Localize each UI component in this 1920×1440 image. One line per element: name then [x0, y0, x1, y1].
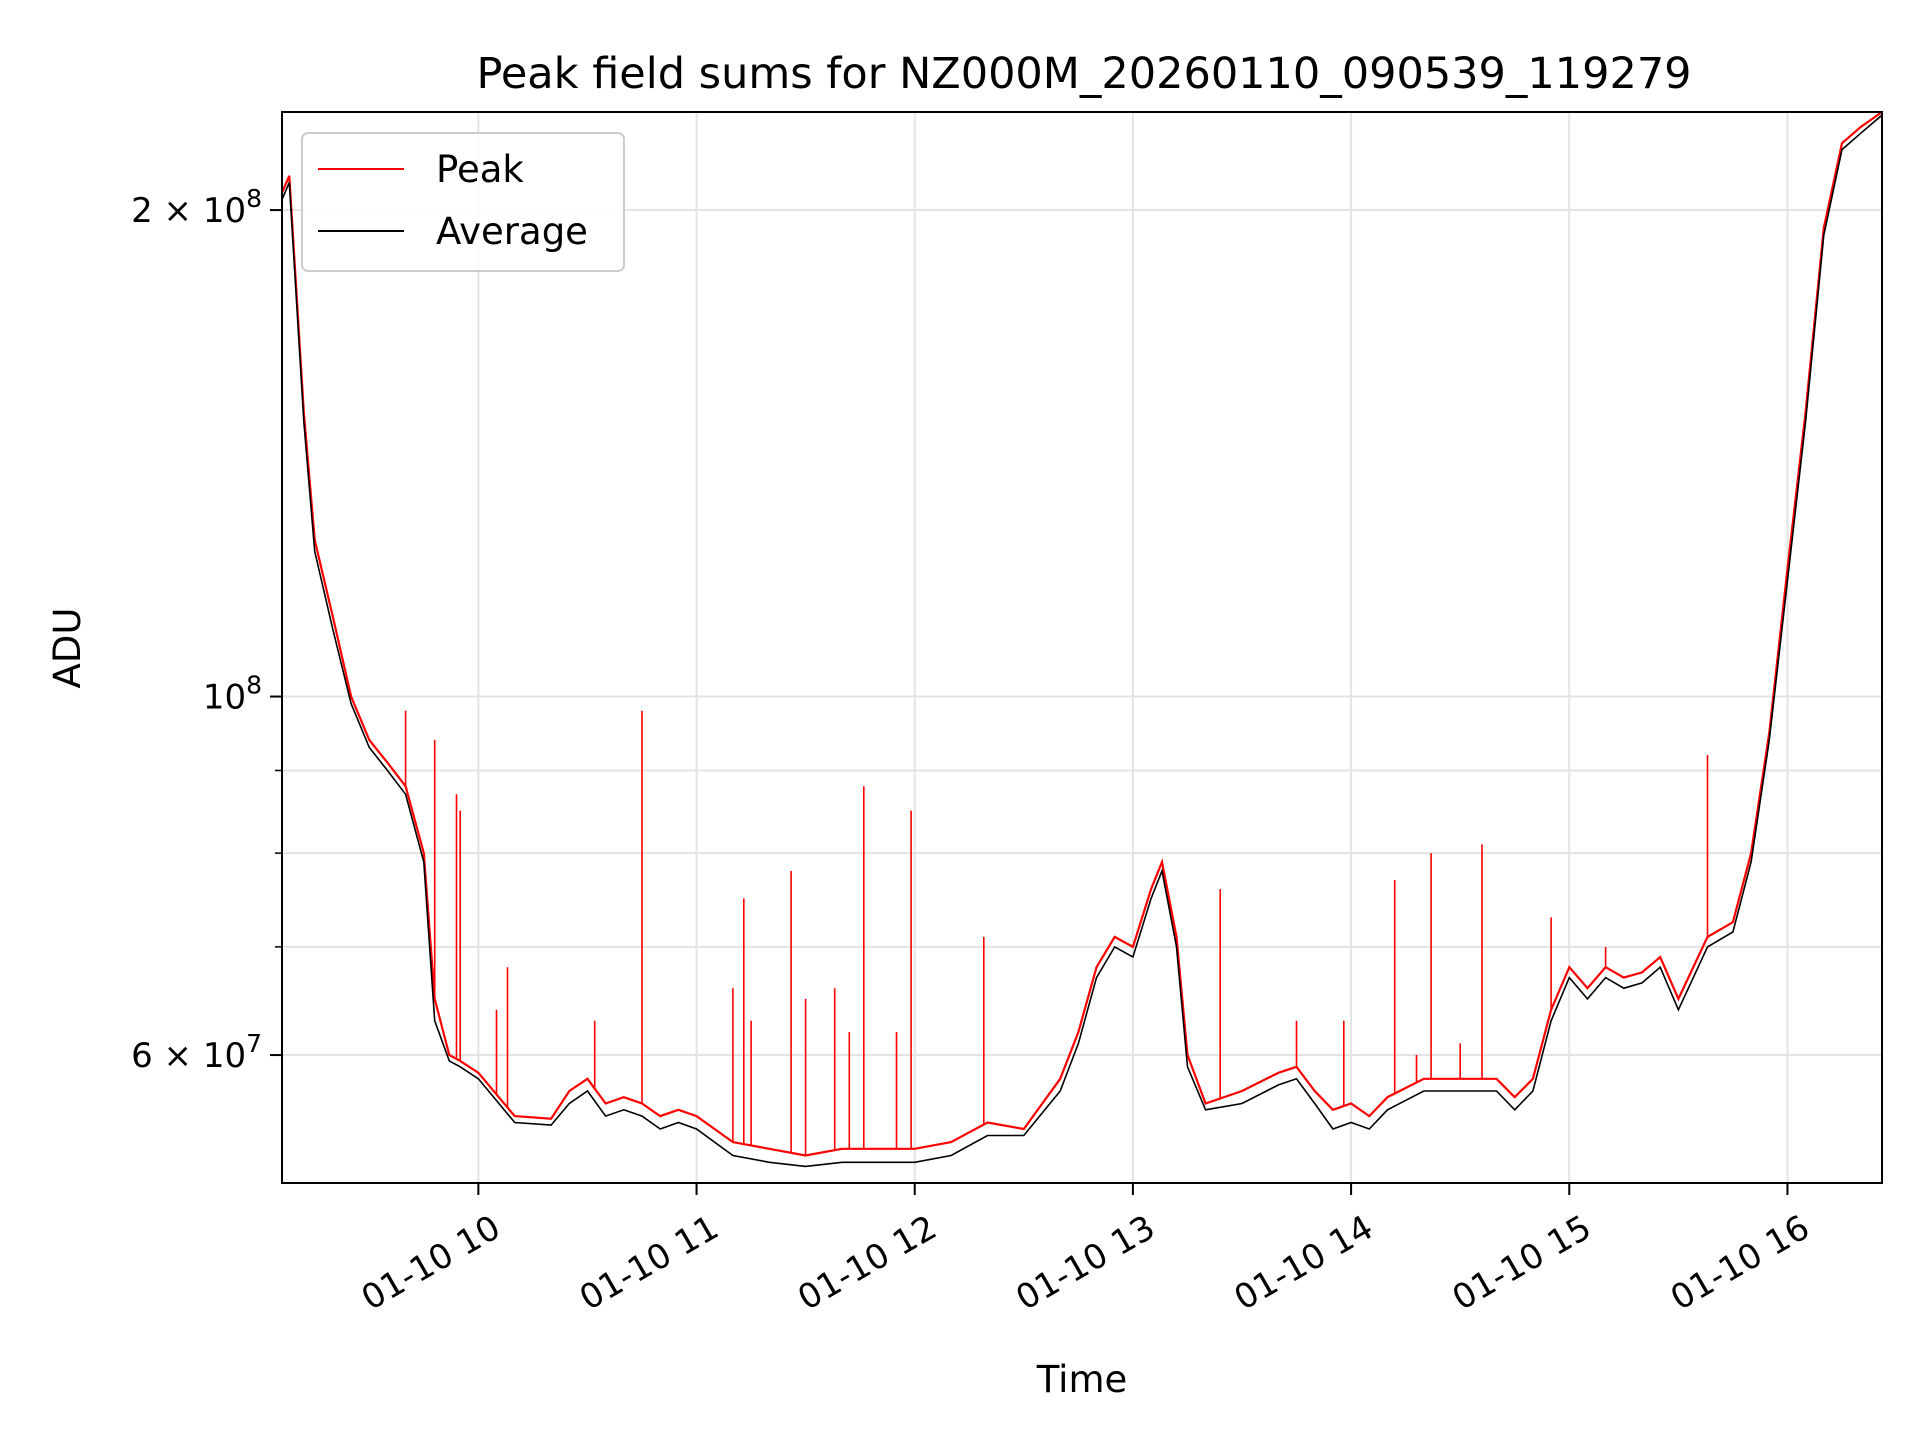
y-tick-exponent: 8: [246, 184, 262, 213]
y-axis-label: ADU: [46, 608, 89, 689]
y-tick-base: 10: [203, 678, 246, 718]
y-tick-base: 10: [203, 191, 246, 231]
y-tick-times: ×: [153, 1036, 203, 1076]
y-tick-exponent: 8: [246, 671, 262, 700]
legend-average-label: Average: [436, 210, 588, 253]
y-tick-mantissa: 6: [131, 1036, 153, 1076]
series-average-line: [281, 114, 1883, 1168]
grid: [282, 112, 1882, 1183]
legend-peak-label: Peak: [436, 148, 524, 191]
y-tick-label: 6 × 107: [131, 1029, 262, 1076]
y-tick-base: 10: [203, 1036, 246, 1076]
y-tick-label: 2 × 108: [131, 184, 262, 231]
legend: Peak Average: [301, 132, 625, 272]
y-tick-mantissa: 2: [131, 191, 153, 231]
chart-title: Peak field sums for NZ000M_20260110_0905…: [476, 49, 1691, 99]
y-tick-label: 108: [203, 671, 262, 718]
series-layer: [280, 111, 1883, 1168]
plot-area-frame: [281, 111, 1883, 1184]
y-tick-times: ×: [153, 191, 203, 231]
y-tick-exponent: 7: [246, 1029, 262, 1058]
x-axis-label: Time: [1036, 1358, 1128, 1401]
legend-box: [301, 132, 625, 272]
series-peak-line: [280, 111, 1883, 1157]
series-peak-spikes: [404, 710, 1709, 1156]
